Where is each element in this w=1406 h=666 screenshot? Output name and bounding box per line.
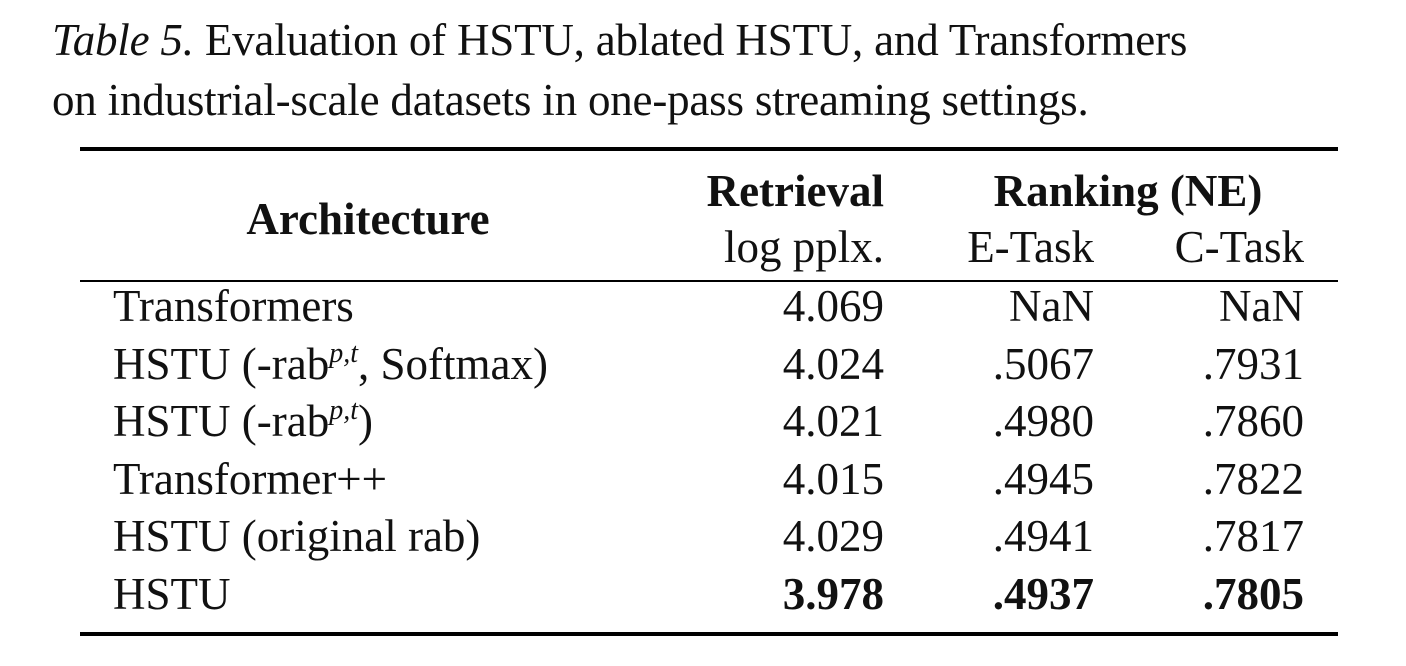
caption-text-1: Evaluation of HSTU, ablated HSTU, and Tr… (193, 15, 1188, 65)
row-retrieval: 4.069 (782, 281, 884, 331)
row-architecture: HSTU (113, 567, 673, 621)
architecture-name: HSTU (113, 569, 231, 619)
table-caption: Table 5. Evaluation of HSTU, ablated HST… (52, 10, 1372, 130)
header-retrieval: Retrieval (706, 166, 884, 216)
row-c-task: .7931 (1202, 339, 1304, 389)
row-c-task: .7822 (1202, 454, 1304, 504)
row-e-task: NaN (1009, 281, 1094, 331)
row-retrieval: 4.029 (782, 511, 884, 561)
header-ranking: Ranking (NE) (993, 166, 1263, 216)
row-retrieval: 4.024 (782, 339, 884, 389)
header-rule (80, 280, 1338, 282)
row-e-task: .4945 (992, 454, 1094, 504)
row-retrieval: 3.978 (782, 569, 884, 619)
architecture-name: Transformers (113, 281, 354, 331)
row-e-task: .4941 (992, 511, 1094, 561)
header-retrieval-metric: log pplx. (723, 222, 884, 272)
bottom-rule (80, 632, 1338, 636)
architecture-superscript: p,t (329, 395, 358, 426)
row-architecture: Transformer++ (113, 452, 673, 506)
row-c-task: .7805 (1202, 569, 1304, 619)
architecture-suffix: ) (357, 396, 373, 446)
row-e-task: .5067 (992, 339, 1094, 389)
row-c-task: NaN (1219, 281, 1304, 331)
architecture-superscript: p,t (329, 338, 358, 369)
row-architecture: HSTU (original rab) (113, 509, 673, 563)
architecture-name: Transformer++ (113, 454, 388, 504)
caption-line-1: Table 5. Evaluation of HSTU, ablated HST… (52, 10, 1372, 70)
header-e-task: E-Task (967, 222, 1094, 272)
architecture-name: HSTU (-rab (113, 339, 330, 389)
row-architecture: HSTU (-rabp,t) (113, 394, 673, 448)
architecture-name: HSTU (-rab (113, 396, 330, 446)
row-c-task: .7860 (1202, 396, 1304, 446)
row-e-task: .4937 (992, 569, 1094, 619)
row-e-task: .4980 (992, 396, 1094, 446)
row-architecture: Transformers (113, 279, 673, 333)
row-c-task: .7817 (1202, 511, 1304, 561)
caption-line-2: on industrial-scale datasets in one-pass… (52, 75, 1089, 125)
row-architecture: HSTU (-rabp,t, Softmax) (113, 337, 673, 391)
architecture-name: HSTU (original rab) (113, 511, 481, 561)
row-retrieval: 4.021 (782, 396, 884, 446)
architecture-suffix: , Softmax) (357, 339, 548, 389)
row-retrieval: 4.015 (782, 454, 884, 504)
header-c-task: C-Task (1174, 222, 1304, 272)
caption-label: Table 5. (52, 15, 194, 65)
top-rule (80, 147, 1338, 151)
header-architecture: Architecture (246, 194, 490, 244)
